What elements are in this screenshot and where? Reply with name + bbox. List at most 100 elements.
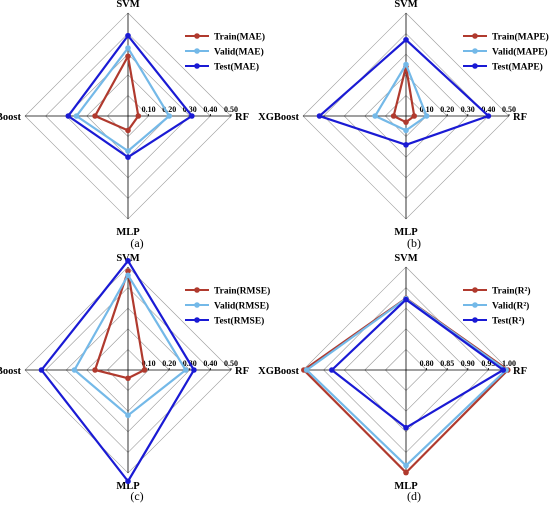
axis-name-rf: RF <box>513 112 527 123</box>
data-point <box>71 367 78 373</box>
axis-name-mlp: MLP <box>116 481 140 492</box>
series-test <box>316 36 492 148</box>
series-valid <box>303 295 509 469</box>
legend-label: Valid(RMSE) <box>214 301 269 312</box>
legend-marker <box>194 302 200 308</box>
data-point <box>38 367 45 373</box>
data-point <box>92 367 98 373</box>
data-point <box>403 296 409 303</box>
tick-label: 0.85 <box>440 359 454 368</box>
data-point <box>125 272 131 279</box>
data-point <box>329 367 335 373</box>
data-point <box>125 53 131 60</box>
legend: Train(RMSE) Valid(RMSE) Test(RMSE) <box>185 286 270 327</box>
data-point <box>125 258 131 264</box>
data-point <box>316 113 323 119</box>
axis-name-xgboost: XGBoost <box>0 112 21 123</box>
axis-name-mlp: MLP <box>116 227 140 238</box>
panel-letter: (c) <box>130 489 143 503</box>
data-point <box>372 113 378 119</box>
legend-marker <box>194 317 200 323</box>
legend-label: Train(RMSE) <box>214 286 270 297</box>
data-point <box>411 113 418 119</box>
data-point <box>403 142 409 148</box>
legend-marker <box>472 63 478 69</box>
axis-name-mlp: MLP <box>394 227 418 238</box>
series-line <box>330 298 506 430</box>
data-point <box>125 478 131 485</box>
legend-label: Train(MAPE) <box>492 32 549 43</box>
legend-marker <box>472 33 478 39</box>
data-point <box>125 148 131 154</box>
legend-marker <box>194 63 200 69</box>
series-train <box>92 52 142 134</box>
data-point <box>189 113 195 119</box>
data-point <box>303 367 310 373</box>
data-point <box>92 113 98 119</box>
tick-label: 0.20 <box>440 105 454 114</box>
tick-label: 0.10 <box>142 359 156 368</box>
data-point <box>125 32 131 39</box>
axis-name-xgboost: XGBoost <box>0 366 21 377</box>
tick-label: 0.50 <box>224 359 238 368</box>
data-point <box>125 45 131 51</box>
axis-name-xgboost: XGBoost <box>258 112 299 123</box>
axis-name-svm: SVM <box>394 253 417 264</box>
data-point <box>403 127 409 134</box>
series-valid <box>71 272 189 419</box>
legend-label: Test(MAE) <box>214 62 259 73</box>
tick-label: 0.90 <box>461 359 475 368</box>
series-test <box>65 32 195 160</box>
tick-label: 0.20 <box>162 105 176 114</box>
legend-marker <box>194 48 200 54</box>
legend-marker <box>472 48 478 54</box>
data-point <box>141 367 148 373</box>
tick-label: 0.80 <box>420 359 434 368</box>
data-point <box>125 412 131 419</box>
tick-label: 0.10 <box>420 105 434 114</box>
axis-name-rf: RF <box>513 366 527 377</box>
series-line <box>93 52 140 132</box>
data-point <box>73 113 80 119</box>
series-test <box>38 258 197 485</box>
radar-panel-b: 0.10 0.20 0.30 0.40 0.50 SVM RF MLP XGBoost Train… <box>258 0 549 250</box>
tick-label: 0.30 <box>183 105 197 114</box>
series-line <box>93 270 146 380</box>
legend-label: Test(RMSE) <box>214 316 264 327</box>
data-point <box>423 113 430 119</box>
tick-label: 1.00 <box>502 359 516 368</box>
legend-label: Valid(R²) <box>492 301 529 312</box>
tick-label: 0.10 <box>142 105 156 114</box>
data-point <box>500 367 507 373</box>
legend-marker <box>194 287 200 293</box>
series-valid <box>73 45 172 154</box>
panel-letter: (b) <box>407 236 421 250</box>
radar-panel-a: 0.10 0.20 0.30 0.40 0.50 SVM RF MLP XGBoost Train… <box>0 0 265 250</box>
legend-marker <box>194 33 200 39</box>
series-test <box>329 296 507 431</box>
data-point <box>403 469 409 476</box>
data-point <box>403 424 409 431</box>
axis-name-xgboost: XGBoost <box>258 366 299 377</box>
axis-name-svm: SVM <box>116 0 139 10</box>
series-valid <box>372 61 430 134</box>
data-point <box>125 268 131 274</box>
legend-marker <box>472 287 478 293</box>
data-point <box>403 36 409 43</box>
data-point <box>390 113 397 119</box>
data-point <box>403 462 409 469</box>
tick-label: 0.40 <box>203 359 217 368</box>
data-point <box>125 375 131 382</box>
data-point <box>135 113 142 119</box>
radar-panel-d: 0.80 0.85 0.90 0.95 1.00 SVM RF MLP XGBoost Train… <box>258 253 530 503</box>
legend: Train(R²) Valid(R²) Test(R²) <box>463 286 531 327</box>
axis-name-mlp: MLP <box>394 481 418 492</box>
axis-name-rf: RF <box>235 112 249 123</box>
data-point <box>65 113 72 119</box>
tick-label: 0.50 <box>224 105 238 114</box>
radar-panel-c: 0.100.200.300.400.50SVMRFMLPXGBoostTrain… <box>0 253 270 503</box>
series-train <box>92 268 148 382</box>
legend-label: Train(MAE) <box>214 32 265 43</box>
data-point <box>125 154 131 160</box>
